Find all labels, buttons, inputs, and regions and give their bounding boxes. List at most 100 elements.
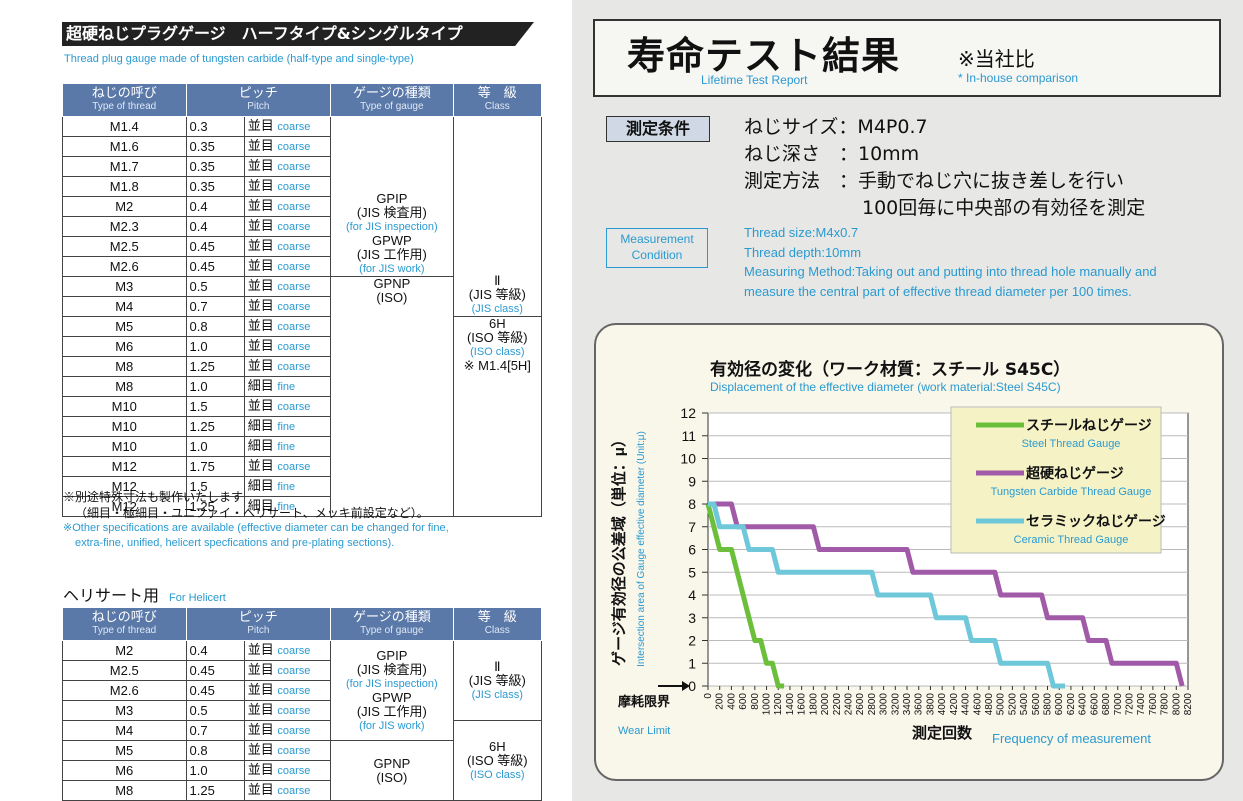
header-thread: ねじの呼び Type of thread — [62, 83, 187, 117]
table-row: M10 1.5 並目 coarse — [62, 396, 542, 417]
table-header: ねじの呼び Type of thread ピッチ Pitch ゲージの種類 Type … — [62, 83, 543, 117]
kind-jp: 並目 — [247, 338, 274, 353]
cell-kind: 並目 coarse — [243, 760, 332, 781]
cell-pitch: 1.25 — [185, 496, 245, 517]
legend-label-en: Tungsten Carbide Thread Gauge — [991, 486, 1152, 498]
cell-pitch: 1.5 — [185, 476, 245, 497]
cell-thread: M2 — [62, 640, 187, 661]
x-tick-label: 6800 — [1101, 693, 1112, 716]
kind-jp: 並目 — [247, 398, 274, 413]
cell-kind: 並目 coarse — [243, 216, 332, 237]
series-line — [705, 503, 785, 689]
class-a-line: Ⅱ — [494, 273, 501, 288]
cell-thread: M12 — [62, 496, 187, 517]
series-line — [708, 501, 1185, 687]
heli-class-a-line: (JIS class) — [471, 688, 523, 701]
x-tick-label: 4600 — [972, 693, 983, 716]
kind-jp: 並目 — [247, 782, 274, 797]
kind-en: coarse — [277, 341, 311, 353]
table-row: M8 1.25 並目 coarse — [62, 356, 542, 377]
cell-pitch: 1.25 — [185, 416, 245, 437]
kind-jp: 並目 — [247, 662, 274, 677]
kind-jp: 並目 — [247, 118, 274, 133]
left-panel: 超硬ねじプラグゲージ ハーフタイプ&シングルタイプ Thread plug ga… — [0, 0, 572, 801]
right-panel: 寿命テスト結果 Lifetime Test Report ※当社比 * In-h… — [572, 0, 1243, 801]
cell-kind: 細目 fine — [243, 416, 332, 437]
cell-thread: M10 — [62, 416, 187, 437]
y-tick-label: 11 — [681, 428, 696, 444]
kind-jp: 並目 — [247, 642, 274, 657]
cell-thread: M8 — [62, 356, 187, 377]
helicert-jp: ヘリサート用 — [63, 588, 160, 605]
table-row: M3 0.5 並目 coarse GPNP (ISO) — [62, 276, 542, 517]
x-axis-label: 測定回数 — [912, 724, 973, 742]
kind-jp: 細目 — [247, 498, 274, 513]
kind-en: coarse — [277, 665, 311, 677]
cell-pitch: 1.0 — [185, 336, 245, 357]
cell-pitch: 1.0 — [185, 760, 245, 781]
chart-title: 有効径の変化（ワーク材質：スチール S45C） — [710, 360, 1071, 380]
gauge-table: ねじの呼び Type of thread ピッチ Pitch ゲージの種類 Type … — [62, 83, 543, 517]
x-tick-label: 5000 — [996, 693, 1007, 716]
condition-line: 測定方法 ：手動でねじ穴に抜き差しを行い — [744, 170, 1125, 192]
result-title-en: Lifetime Test Report — [701, 73, 808, 87]
y-axis-label: ゲージ有効径の公差域（単位：μ） — [610, 432, 628, 666]
cell-thread: M6 — [62, 336, 187, 357]
kind-en: coarse — [277, 301, 311, 313]
chart-subtitle: Displacement of the effective diameter (… — [710, 380, 1061, 394]
cell-pitch: 0.4 — [185, 196, 245, 217]
cell-kind: 並目 coarse — [243, 720, 332, 741]
cell-thread: M2.6 — [62, 256, 187, 277]
heli-header-pitch: ピッチ Pitch — [185, 607, 332, 641]
class-a-line: (JIS 等級) — [468, 287, 526, 302]
wear-limit-label-en: Wear Limit — [618, 725, 670, 737]
cell-kind: 並目 coarse — [243, 236, 332, 257]
x-tick-label: 1000 — [762, 693, 773, 716]
kind-en: coarse — [277, 705, 311, 717]
y-tick-label: 9 — [688, 473, 696, 489]
y-axis-label-en: Intersection area of Gauge effective dia… — [636, 431, 647, 667]
class-a: Ⅱ (JIS 等級) (JIS class) — [452, 116, 543, 317]
x-tick-label: 5600 — [1031, 693, 1042, 716]
note-en-2: extra-fine, unified, helicert specficati… — [75, 537, 395, 549]
cell-kind: 並目 coarse — [243, 640, 332, 661]
legend — [950, 406, 1162, 554]
kind-jp: 並目 — [247, 178, 274, 193]
kind-jp: 並目 — [247, 318, 274, 333]
table-row: M2.5 0.45 並目 coarse — [62, 236, 542, 257]
condition-line-en: measure the central part of effective th… — [744, 283, 1132, 299]
cell-kind: 細目 fine — [243, 436, 332, 457]
gauge-type-a-line: (JIS 工作用) — [356, 247, 427, 262]
kind-en: fine — [277, 481, 296, 493]
condition-tag-en: Measurement Condition — [606, 228, 708, 268]
x-tick-label: 1400 — [785, 693, 796, 716]
kind-jp: 並目 — [247, 238, 274, 253]
y-tick-label: 1 — [688, 655, 696, 671]
condition-lines-en: Thread size:M4x0.7 Thread depth:10mm Mea… — [744, 223, 1157, 301]
cell-pitch: 1.25 — [185, 780, 245, 801]
condition-line-en: Thread depth:10mm — [744, 244, 862, 260]
x-tick-label: 400 — [726, 693, 737, 710]
x-tick-label: 6200 — [1066, 693, 1077, 716]
cell-thread: M2 — [62, 196, 187, 217]
x-tick-label: 3000 — [879, 693, 890, 716]
kind-jp: 並目 — [247, 138, 274, 153]
condition-tag: 測定条件 — [606, 116, 710, 142]
kind-jp: 並目 — [247, 198, 274, 213]
kind-en: coarse — [277, 785, 311, 797]
wear-limit-arrowhead — [682, 681, 690, 691]
x-axis-label-en: Frequency of measurement — [992, 731, 1151, 746]
table-row: M3 0.5 並目 coarse — [62, 700, 542, 721]
x-tick-label: 200 — [715, 693, 726, 710]
heli-header-gauge: ゲージの種類 Type of gauge — [330, 607, 454, 641]
class-b-line: (ISO 等級) — [466, 330, 528, 345]
kind-jp: 並目 — [247, 742, 274, 757]
cell-kind: 並目 coarse — [243, 456, 332, 477]
cell-thread: M6 — [62, 760, 187, 781]
helicert-en: For Helicert — [169, 592, 226, 604]
chart-panel: 有効径の変化（ワーク材質：スチール S45C） Displacement of … — [594, 323, 1224, 781]
heli-class-b-line: (ISO class) — [470, 768, 525, 781]
cell-kind: 並目 coarse — [243, 256, 332, 277]
cell-pitch: 1.0 — [185, 376, 245, 397]
gauge-type-a-line: (for JIS inspection) — [346, 221, 438, 233]
